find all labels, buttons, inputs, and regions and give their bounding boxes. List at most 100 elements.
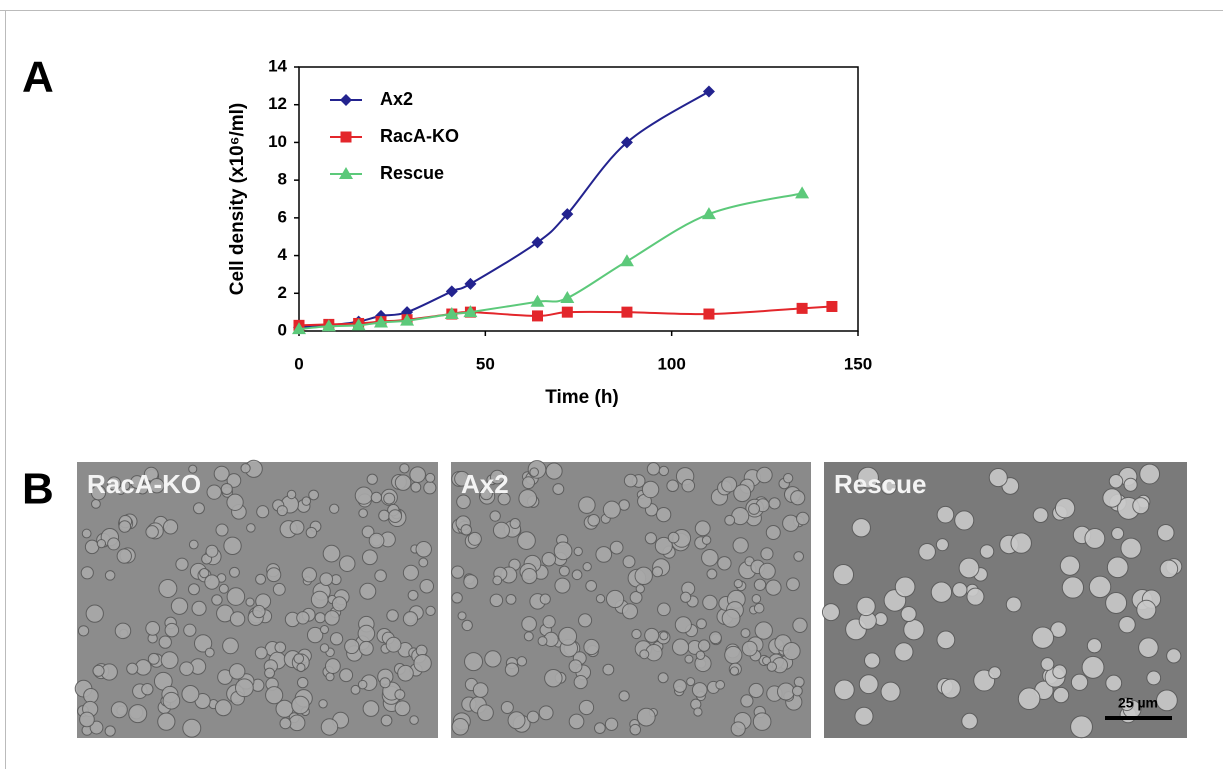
cell	[489, 469, 505, 485]
cell	[605, 589, 625, 609]
cell	[1159, 559, 1179, 579]
marker	[619, 254, 634, 267]
cell	[782, 473, 794, 484]
legend-marker	[340, 94, 352, 106]
cell	[385, 636, 402, 653]
cell	[92, 664, 105, 677]
cell	[1052, 664, 1067, 680]
image-label: Ax2	[461, 469, 509, 499]
marker	[702, 85, 715, 98]
marker	[561, 208, 574, 221]
cell	[460, 524, 473, 536]
cell	[618, 690, 630, 702]
cell	[162, 691, 181, 710]
cell	[1111, 527, 1125, 541]
cell	[696, 618, 707, 630]
cell	[296, 676, 309, 689]
micrographs: RacA-KO Ax2 Rescue 25 µm	[74, 459, 1187, 739]
legend-marker	[339, 167, 353, 179]
cell	[410, 481, 422, 493]
cell	[537, 636, 548, 647]
cell	[451, 592, 463, 604]
marker	[795, 186, 810, 199]
cell	[409, 466, 426, 483]
cell	[1120, 537, 1142, 559]
cell	[658, 465, 670, 477]
cell	[182, 718, 202, 738]
cell	[107, 537, 121, 551]
cell	[709, 631, 722, 645]
cell	[585, 579, 598, 592]
x-tick-label: 50	[476, 354, 495, 373]
cell	[265, 686, 284, 705]
cell	[104, 570, 116, 581]
cell	[730, 721, 746, 737]
y-tick-label: 12	[268, 94, 287, 113]
cell	[538, 705, 554, 721]
cell	[539, 593, 551, 605]
cell	[383, 492, 396, 505]
cell	[522, 476, 536, 490]
marker	[464, 277, 477, 290]
cell	[255, 573, 267, 585]
cell	[741, 640, 758, 657]
cell	[740, 628, 751, 639]
cell	[657, 602, 671, 617]
cell	[145, 621, 161, 636]
cell	[388, 509, 403, 524]
cell	[717, 556, 732, 571]
cell	[379, 677, 391, 689]
cell	[193, 634, 213, 653]
cell	[451, 718, 470, 736]
cell	[568, 659, 583, 674]
cell	[228, 663, 246, 680]
cell	[141, 683, 154, 696]
cell	[118, 520, 132, 533]
cell	[729, 666, 740, 676]
cell	[751, 594, 762, 604]
marker	[621, 306, 633, 318]
cell	[91, 498, 101, 509]
cell	[604, 717, 619, 731]
cell	[472, 682, 489, 698]
cell	[489, 510, 501, 522]
cell	[394, 474, 412, 491]
cell	[900, 605, 917, 623]
cell	[758, 562, 776, 580]
cell	[792, 617, 808, 633]
cell	[85, 604, 104, 623]
cell	[77, 625, 90, 637]
y-tick-label: 2	[278, 283, 287, 302]
cell	[310, 590, 329, 609]
cell	[622, 555, 636, 569]
cell	[856, 596, 876, 617]
cell	[301, 496, 312, 506]
cell	[988, 666, 1002, 680]
cell	[578, 699, 595, 716]
cell	[80, 566, 94, 580]
cell	[667, 531, 680, 544]
cell	[644, 532, 657, 545]
cell	[339, 668, 354, 683]
cell	[671, 638, 690, 656]
x-tick-label: 150	[844, 354, 872, 373]
cell	[104, 725, 116, 737]
cell	[160, 651, 179, 670]
cell	[666, 479, 679, 493]
cell	[609, 540, 624, 555]
cell	[214, 699, 232, 717]
cell	[740, 694, 754, 708]
cell	[691, 682, 708, 698]
cell	[378, 509, 391, 522]
cell	[507, 711, 526, 730]
cell	[276, 505, 288, 517]
cell	[701, 535, 712, 545]
marker	[292, 322, 306, 335]
image-label: Rescue	[834, 469, 927, 499]
cell	[289, 519, 305, 535]
cell	[724, 514, 736, 526]
cell	[296, 611, 310, 625]
cell	[188, 464, 198, 474]
y-tick-label: 8	[278, 170, 287, 189]
cell	[226, 473, 242, 488]
